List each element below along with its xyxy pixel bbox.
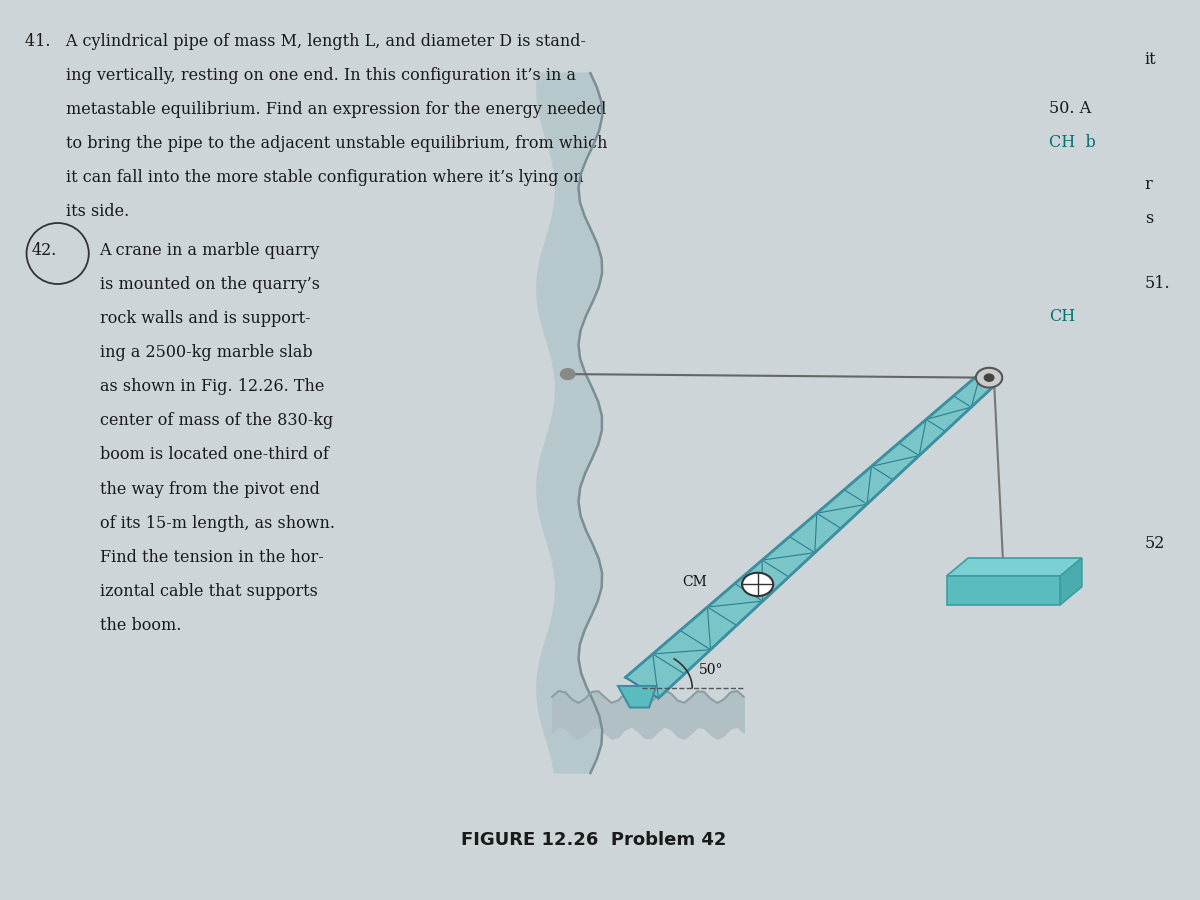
Text: izontal cable that supports: izontal cable that supports [100,583,318,599]
Polygon shape [947,576,1061,605]
Text: metastable equilibrium. Find an expression for the energy needed: metastable equilibrium. Find an expressi… [25,101,607,118]
Text: ing a 2500-kg marble slab: ing a 2500-kg marble slab [100,344,312,361]
Text: 51.: 51. [1145,275,1170,292]
Text: rock walls and is support-: rock walls and is support- [100,310,310,327]
Polygon shape [618,686,656,707]
Text: CH: CH [1049,308,1075,325]
Text: 50. A: 50. A [1049,100,1091,117]
Polygon shape [536,73,602,773]
Text: of its 15-m length, as shown.: of its 15-m length, as shown. [100,515,335,532]
Text: 50°: 50° [700,662,724,677]
Circle shape [984,374,994,382]
Polygon shape [1061,558,1082,605]
Text: its side.: its side. [25,203,130,220]
Text: A crane in a marble quarry: A crane in a marble quarry [100,242,320,259]
Text: r: r [1145,176,1152,194]
Text: CM: CM [683,575,707,589]
Text: as shown in Fig. 12.26. The: as shown in Fig. 12.26. The [100,378,324,395]
Text: CH  b: CH b [1049,134,1096,151]
Text: ing vertically, resting on one end. In this configuration it’s in a: ing vertically, resting on one end. In t… [25,67,576,84]
Circle shape [976,368,1002,388]
Polygon shape [625,373,997,698]
Text: Find the tension in the hor-: Find the tension in the hor- [100,549,323,566]
Text: CH: CH [1049,569,1075,585]
Circle shape [560,369,575,380]
Text: s: s [1145,210,1153,227]
Text: 42.: 42. [31,242,56,259]
Text: it: it [1145,50,1157,68]
Text: boom is located one-third of: boom is located one-third of [100,446,329,464]
Text: the boom.: the boom. [100,616,181,634]
Text: 52: 52 [1145,536,1165,553]
Text: to bring the pipe to the adjacent unstable equilibrium, from which: to bring the pipe to the adjacent unstab… [25,135,608,152]
Text: FIGURE 12.26  Problem 42: FIGURE 12.26 Problem 42 [461,832,727,850]
Text: the way from the pivot end: the way from the pivot end [100,481,319,498]
Text: it can fall into the more stable configuration where it’s lying on: it can fall into the more stable configu… [25,169,584,186]
Text: 41.   A cylindrical pipe of mass M, length L, and diameter D is stand-: 41. A cylindrical pipe of mass M, length… [25,32,587,50]
Polygon shape [947,558,1082,576]
Circle shape [742,572,773,596]
Text: is mounted on the quarry’s: is mounted on the quarry’s [100,276,319,292]
Text: center of mass of the 830-kg: center of mass of the 830-kg [100,412,332,429]
